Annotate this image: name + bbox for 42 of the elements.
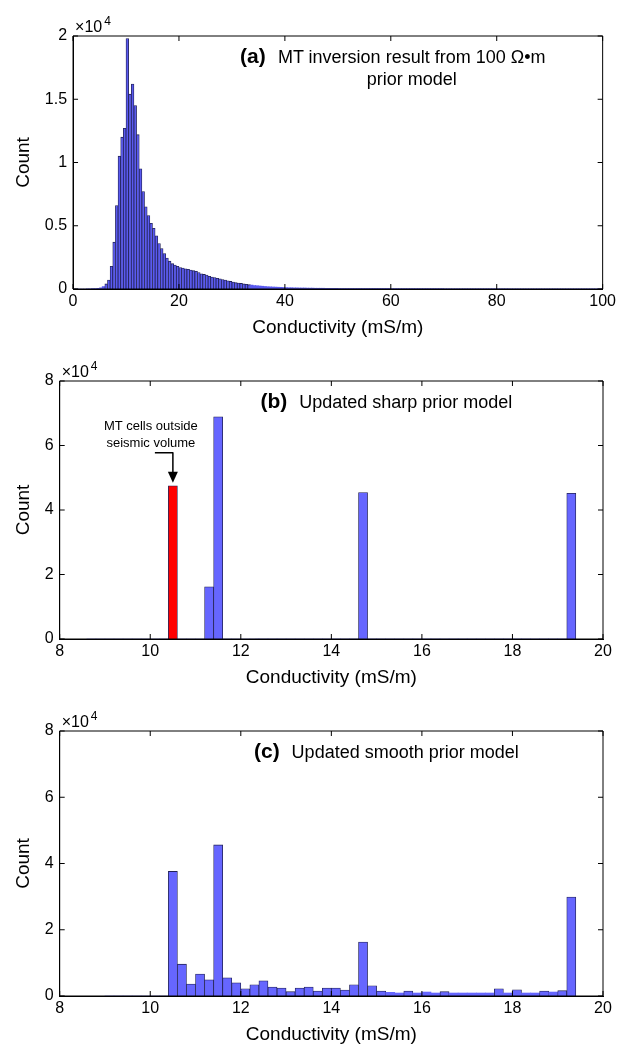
x-tick-label: 12	[231, 999, 250, 1017]
y-tick-label: 8	[44, 721, 54, 739]
y-tick-label: 0.5	[44, 216, 68, 234]
x-tick-label: 20	[170, 292, 188, 310]
y-tick-label: 0	[44, 629, 54, 647]
y-tick-label: 8	[44, 371, 54, 389]
x-tick-label: 20	[594, 999, 612, 1017]
y-axis-title: Count	[11, 483, 33, 536]
x-tick-label: 18	[503, 642, 522, 660]
x-tick-label: 14	[322, 999, 341, 1017]
y-tick-label: 0	[44, 986, 54, 1004]
y-tick-label: 6	[44, 435, 54, 453]
x-tick-label: 18	[503, 999, 522, 1017]
x-tick-label: 12	[231, 642, 250, 660]
y-axis-title: Count	[11, 136, 33, 188]
x-tick-label: 80	[487, 292, 506, 310]
x-tick-label: 16	[413, 999, 431, 1017]
y-tick-label: 0	[58, 279, 68, 297]
x-tick-label: 60	[381, 292, 400, 310]
x-tick-label: 100	[589, 292, 617, 310]
annotation: MT cells outside seismic volume	[104, 417, 198, 450]
chart-title: (c) Updated smooth prior model	[253, 739, 519, 762]
x-tick-label: 40	[275, 292, 294, 310]
y-tick-label: 1.5	[44, 89, 68, 107]
y-tick-label: 2	[58, 26, 68, 44]
x-tick-label: 14	[322, 642, 341, 660]
y-tick-label: 6	[44, 787, 54, 805]
x-tick-label: 10	[141, 642, 160, 660]
y-tick-label: 4	[44, 500, 54, 518]
x-axis-title: Conductivity (mS/m)	[252, 315, 424, 337]
y-tick-label: 1	[58, 152, 68, 170]
x-tick-label: 10	[141, 999, 160, 1017]
x-axis-title: Conductivity (mS/m)	[245, 1022, 417, 1044]
x-tick-label: 20	[594, 642, 612, 660]
y-tick-label: 2	[44, 920, 54, 938]
x-axis-title: Conductivity (mS/m)	[245, 665, 417, 687]
x-tick-label: 16	[413, 642, 431, 660]
text: (a) MT inversion result from 100 Ω•m prior model	[240, 44, 546, 89]
y-axis-title: Count	[11, 837, 33, 889]
y-tick-label: 4	[44, 853, 54, 871]
chart-title: (b) Updated sharp prior model	[260, 389, 513, 412]
y-tick-label: 2	[44, 564, 54, 582]
